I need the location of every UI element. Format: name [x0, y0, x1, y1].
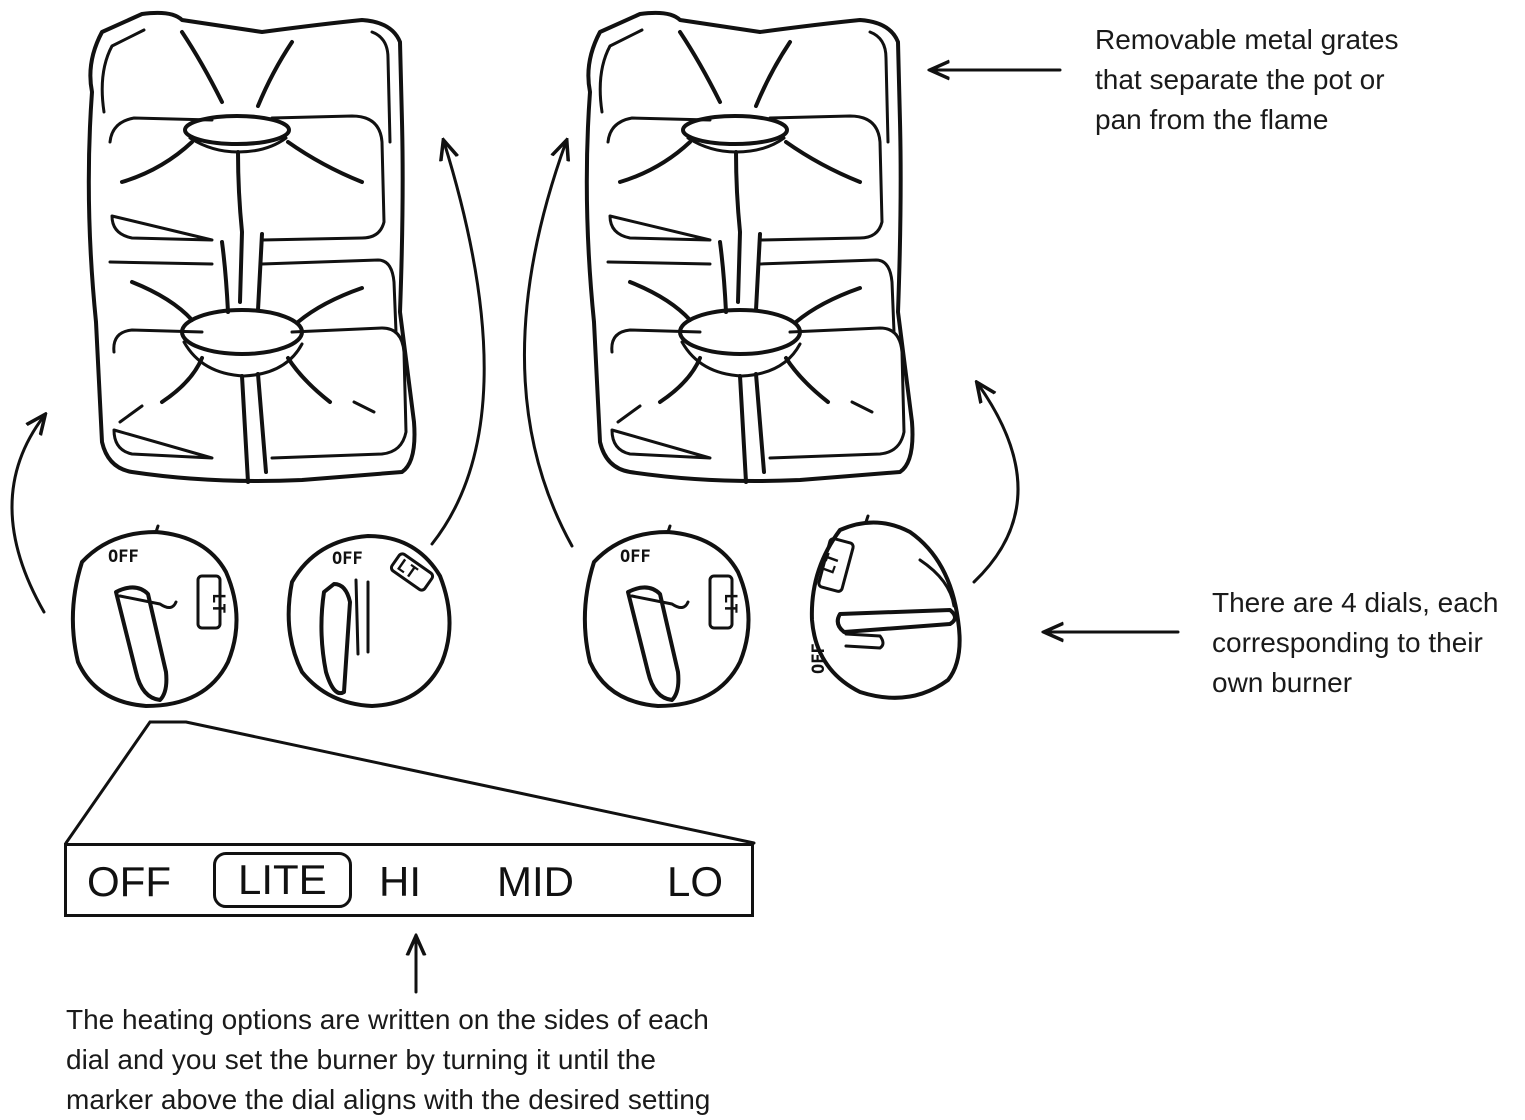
- dial-settings-panel: OFF LITE HI MID LO: [64, 843, 754, 917]
- arrow-dial1-icon: [10, 416, 44, 614]
- arrow-dial2-icon: [430, 142, 486, 546]
- grates-annotation-line: pan from the flame: [1095, 104, 1329, 135]
- dials-annotation: There are 4 dials, each corresponding to…: [1212, 583, 1498, 703]
- setting-off: OFF: [87, 858, 171, 905]
- options-annotation-line: dial and you set the burner by turning i…: [66, 1044, 656, 1075]
- arrow-dial3-icon: [522, 142, 574, 548]
- dials-annotation-line: own burner: [1212, 667, 1353, 698]
- setting-mid: MID: [497, 858, 574, 905]
- setting-lo: LO: [667, 858, 724, 905]
- options-annotation: The heating options are written on the s…: [66, 1000, 710, 1120]
- grates-annotation-line: that separate the pot or: [1095, 64, 1385, 95]
- grates-annotation-line: Removable metal grates: [1095, 24, 1399, 55]
- dial-front-left: [70, 524, 239, 708]
- dial-front-right: [807, 514, 962, 700]
- setting-lite-highlighted: LITE: [213, 852, 352, 908]
- dial-to-burner-arrows: [10, 142, 1020, 614]
- arrow-dial4-icon: [972, 384, 1020, 584]
- options-annotation-line: The heating options are written on the s…: [66, 1004, 709, 1035]
- right-grate: [584, 10, 915, 484]
- grates-annotation: Removable metal grates that separate the…: [1095, 20, 1398, 140]
- left-grate: [86, 10, 417, 484]
- dial-back-right: [582, 524, 751, 708]
- dials-annotation-line: There are 4 dials, each: [1212, 587, 1499, 618]
- options-annotation-line: marker above the dial aligns with the de…: [66, 1084, 711, 1115]
- setting-hi: HI: [379, 858, 421, 905]
- zoom-callout-lines: [64, 720, 756, 845]
- dials-annotation-line: corresponding to their: [1212, 627, 1483, 658]
- dial-back-left: [286, 534, 452, 708]
